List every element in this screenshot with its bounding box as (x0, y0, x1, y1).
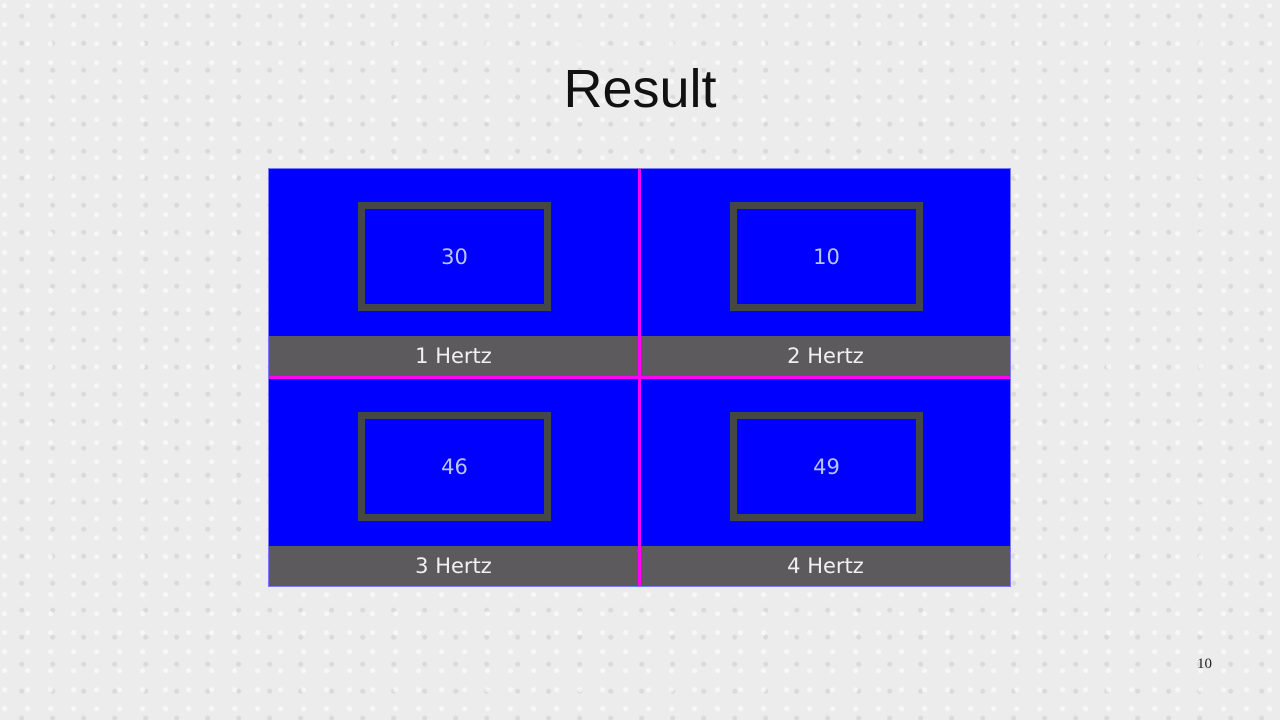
result-cell-2: 10 2 Hertz (641, 169, 1010, 376)
value-box: 49 (730, 412, 923, 521)
value-box: 46 (358, 412, 551, 521)
frequency-label: 2 Hertz (641, 336, 1010, 376)
slide-title: Result (563, 59, 717, 119)
result-cell-3: 46 3 Hertz (269, 379, 638, 586)
value-box: 30 (358, 202, 551, 311)
result-cell-4: 49 4 Hertz (641, 379, 1010, 586)
frequency-label: 4 Hertz (641, 546, 1010, 586)
result-cell-1: 30 1 Hertz (269, 169, 638, 376)
value-box: 10 (730, 202, 923, 311)
frequency-label: 3 Hertz (269, 546, 638, 586)
frequency-label: 1 Hertz (269, 336, 638, 376)
result-grid: 30 1 Hertz 10 2 Hertz 46 3 Hertz 49 4 He… (268, 168, 1011, 587)
page-number: 10 (1197, 656, 1212, 672)
